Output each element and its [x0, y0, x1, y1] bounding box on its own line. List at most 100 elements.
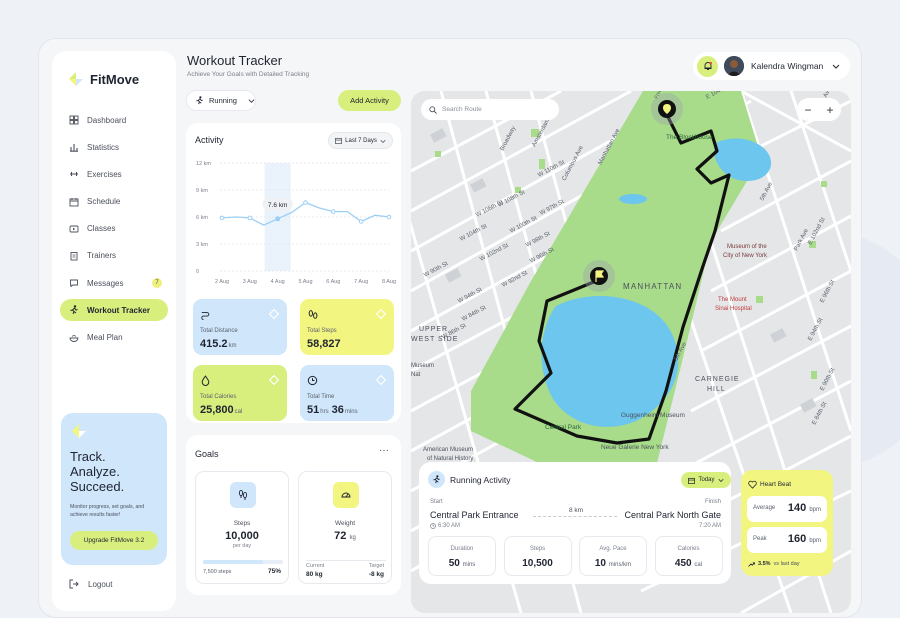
stat-value: 25,800	[200, 404, 234, 416]
sidebar-item-statistics[interactable]: Statistics	[60, 136, 168, 158]
goal-weight-card[interactable]: Weight 72 kg Current 80 kg Target -8 kg	[298, 471, 392, 584]
highlight-point[interactable]	[275, 216, 281, 222]
stat-card-total-steps[interactable]: Total Steps 58,827	[300, 299, 394, 355]
heart-peak: Peak 160 bpm	[747, 527, 827, 553]
route-search[interactable]: Search Route	[421, 99, 559, 120]
map-label-museum-city: Museum of the	[727, 244, 767, 250]
metric-unit: cal	[694, 562, 703, 568]
goal-steps-label: Steps	[233, 520, 251, 527]
series-line	[221, 201, 390, 226]
data-point[interactable]	[331, 209, 336, 214]
stat-card-total-distance[interactable]: Total Distance 415.2km	[193, 299, 287, 355]
map-label-museum-2: Nat	[411, 372, 421, 378]
data-point[interactable]	[303, 200, 308, 205]
small-parks	[435, 129, 827, 379]
sidebar-item-dashboard[interactable]: Dashboard	[60, 109, 168, 131]
sidebar-item-label: Meal Plan	[87, 333, 123, 342]
clipboard-icon	[69, 251, 79, 261]
goal-weight-current-label: Current	[306, 563, 325, 569]
zoom-in-button[interactable]: +	[826, 102, 834, 117]
stat-card-total-calories[interactable]: Total Calories 25,800cal	[193, 365, 287, 421]
zoom-controls: − +	[797, 98, 841, 121]
avatar[interactable]	[724, 56, 744, 76]
stat-value-2: 36	[331, 404, 344, 416]
sidebar-item-meal-plan[interactable]: Meal Plan	[60, 327, 168, 349]
metric-avg-pace: Avg. Pace 10 mins/km	[579, 536, 647, 576]
running-activity-card: Running Activity Today Start Finish Cent…	[419, 462, 731, 584]
stat-unit: hrs	[320, 409, 329, 415]
sidebar-item-trainers[interactable]: Trainers	[60, 245, 168, 267]
running-title: Running Activity	[450, 475, 511, 485]
sidebar-item-label: Trainers	[87, 251, 117, 261]
zoom-out-button[interactable]: −	[804, 102, 812, 117]
finish-time: 7:20 AM	[698, 523, 721, 529]
sidebar-item-classes[interactable]: Classes	[60, 218, 168, 240]
sidebar: FitMove Dashboard Statistics Exercises Sche…	[52, 51, 176, 611]
start-location: Central Park Entrance	[430, 510, 519, 520]
goal-weight-value: 72	[334, 530, 347, 542]
fitmove-mark-icon	[268, 372, 280, 390]
range-value: Last 7 Days	[345, 137, 377, 144]
sidebar-item-label: Workout Tracker	[87, 305, 150, 315]
data-point[interactable]	[219, 215, 225, 221]
activity-type-value: Running	[209, 96, 237, 105]
metric-value: 50	[448, 558, 460, 569]
add-activity-button[interactable]: Add Activity	[338, 90, 401, 111]
sidebar-item-workout-tracker[interactable]: Workout Tracker	[60, 299, 168, 322]
stat-unit: km	[228, 343, 237, 349]
fitmove-mark-icon	[375, 372, 387, 390]
stat-value: 415.2	[200, 338, 228, 350]
goal-weight-current: 80 kg	[306, 571, 323, 578]
sidebar-item-exercises[interactable]: Exercises	[60, 163, 168, 185]
grid-icon	[69, 115, 79, 125]
map-label-manhattan: MANHATTAN	[623, 282, 682, 291]
stat-label: Total Distance	[200, 328, 238, 334]
user-profile[interactable]: Kalendra Wingman	[693, 52, 850, 80]
brand[interactable]: FitMove	[68, 71, 139, 87]
map-label-blockhouse: The Blockhouse	[666, 134, 713, 141]
chevron-down-icon	[832, 64, 840, 69]
map-label-neue: Neue Galerie New York	[601, 444, 669, 451]
activity-type-select[interactable]: Running	[186, 90, 256, 111]
metric-label: Duration	[450, 546, 474, 552]
data-point[interactable]	[386, 214, 392, 220]
route-line	[533, 516, 617, 517]
logout-icon	[69, 579, 79, 589]
goal-steps-card[interactable]: Steps 10,000 per day 7,500 steps 75%	[195, 471, 289, 584]
stat-unit-2: mins	[344, 409, 358, 415]
promo-headline-2: Analyze.	[70, 464, 120, 479]
upgrade-button[interactable]: Upgrade FitMove 3.2	[70, 531, 158, 550]
start-label: Start	[430, 499, 443, 505]
activity-card: Activity Last 7 Days 0 3 km 6 km 9 km 12 km 2…	[186, 123, 401, 423]
notification-button[interactable]	[697, 55, 718, 77]
running-route	[513, 112, 731, 445]
data-point[interactable]	[247, 215, 253, 221]
finish-location: Central Park North Gate	[624, 510, 721, 520]
user-name: Kalendra Wingman	[751, 61, 824, 71]
range-select[interactable]: Last 7 Days	[328, 132, 393, 149]
page-subtitle: Achieve Your Goals with Detailed Trackin…	[187, 71, 310, 78]
metric-duration: Duration 50 mins	[428, 536, 496, 576]
sidebar-item-label: Dashboard	[87, 115, 127, 125]
clock-icon	[430, 523, 436, 529]
sidebar-item-messages[interactable]: Messages 7	[60, 272, 168, 294]
promo-text: Monitor progress, set goals, and achieve…	[70, 504, 145, 518]
logout-button[interactable]: Logout	[69, 579, 112, 589]
sidebar-nav: Dashboard Statistics Exercises Schedule Clas…	[60, 109, 168, 354]
sidebar-item-label: Messages	[87, 278, 124, 288]
today-value: Today	[698, 477, 715, 483]
sidebar-item-schedule[interactable]: Schedule	[60, 191, 168, 213]
map-label-carnegie: CARNEGIE	[695, 376, 740, 383]
today-select[interactable]: Today	[681, 472, 731, 488]
chevron-down-icon	[380, 139, 386, 143]
heart-trend-text: vs last day	[773, 561, 800, 567]
map-label-carnegie-2: HILL	[707, 386, 726, 393]
promo-logo-icon	[72, 424, 86, 438]
pin-icon	[663, 104, 671, 114]
x-tick-label: 6 Aug	[326, 279, 340, 285]
sidebar-item-label: Classes	[87, 224, 116, 234]
city-blocks	[429, 128, 817, 413]
goals-menu-button[interactable]: ···	[379, 445, 389, 456]
data-point[interactable]	[358, 219, 364, 224]
stat-card-total-time[interactable]: Total Time 51hrs 36mins	[300, 365, 394, 421]
